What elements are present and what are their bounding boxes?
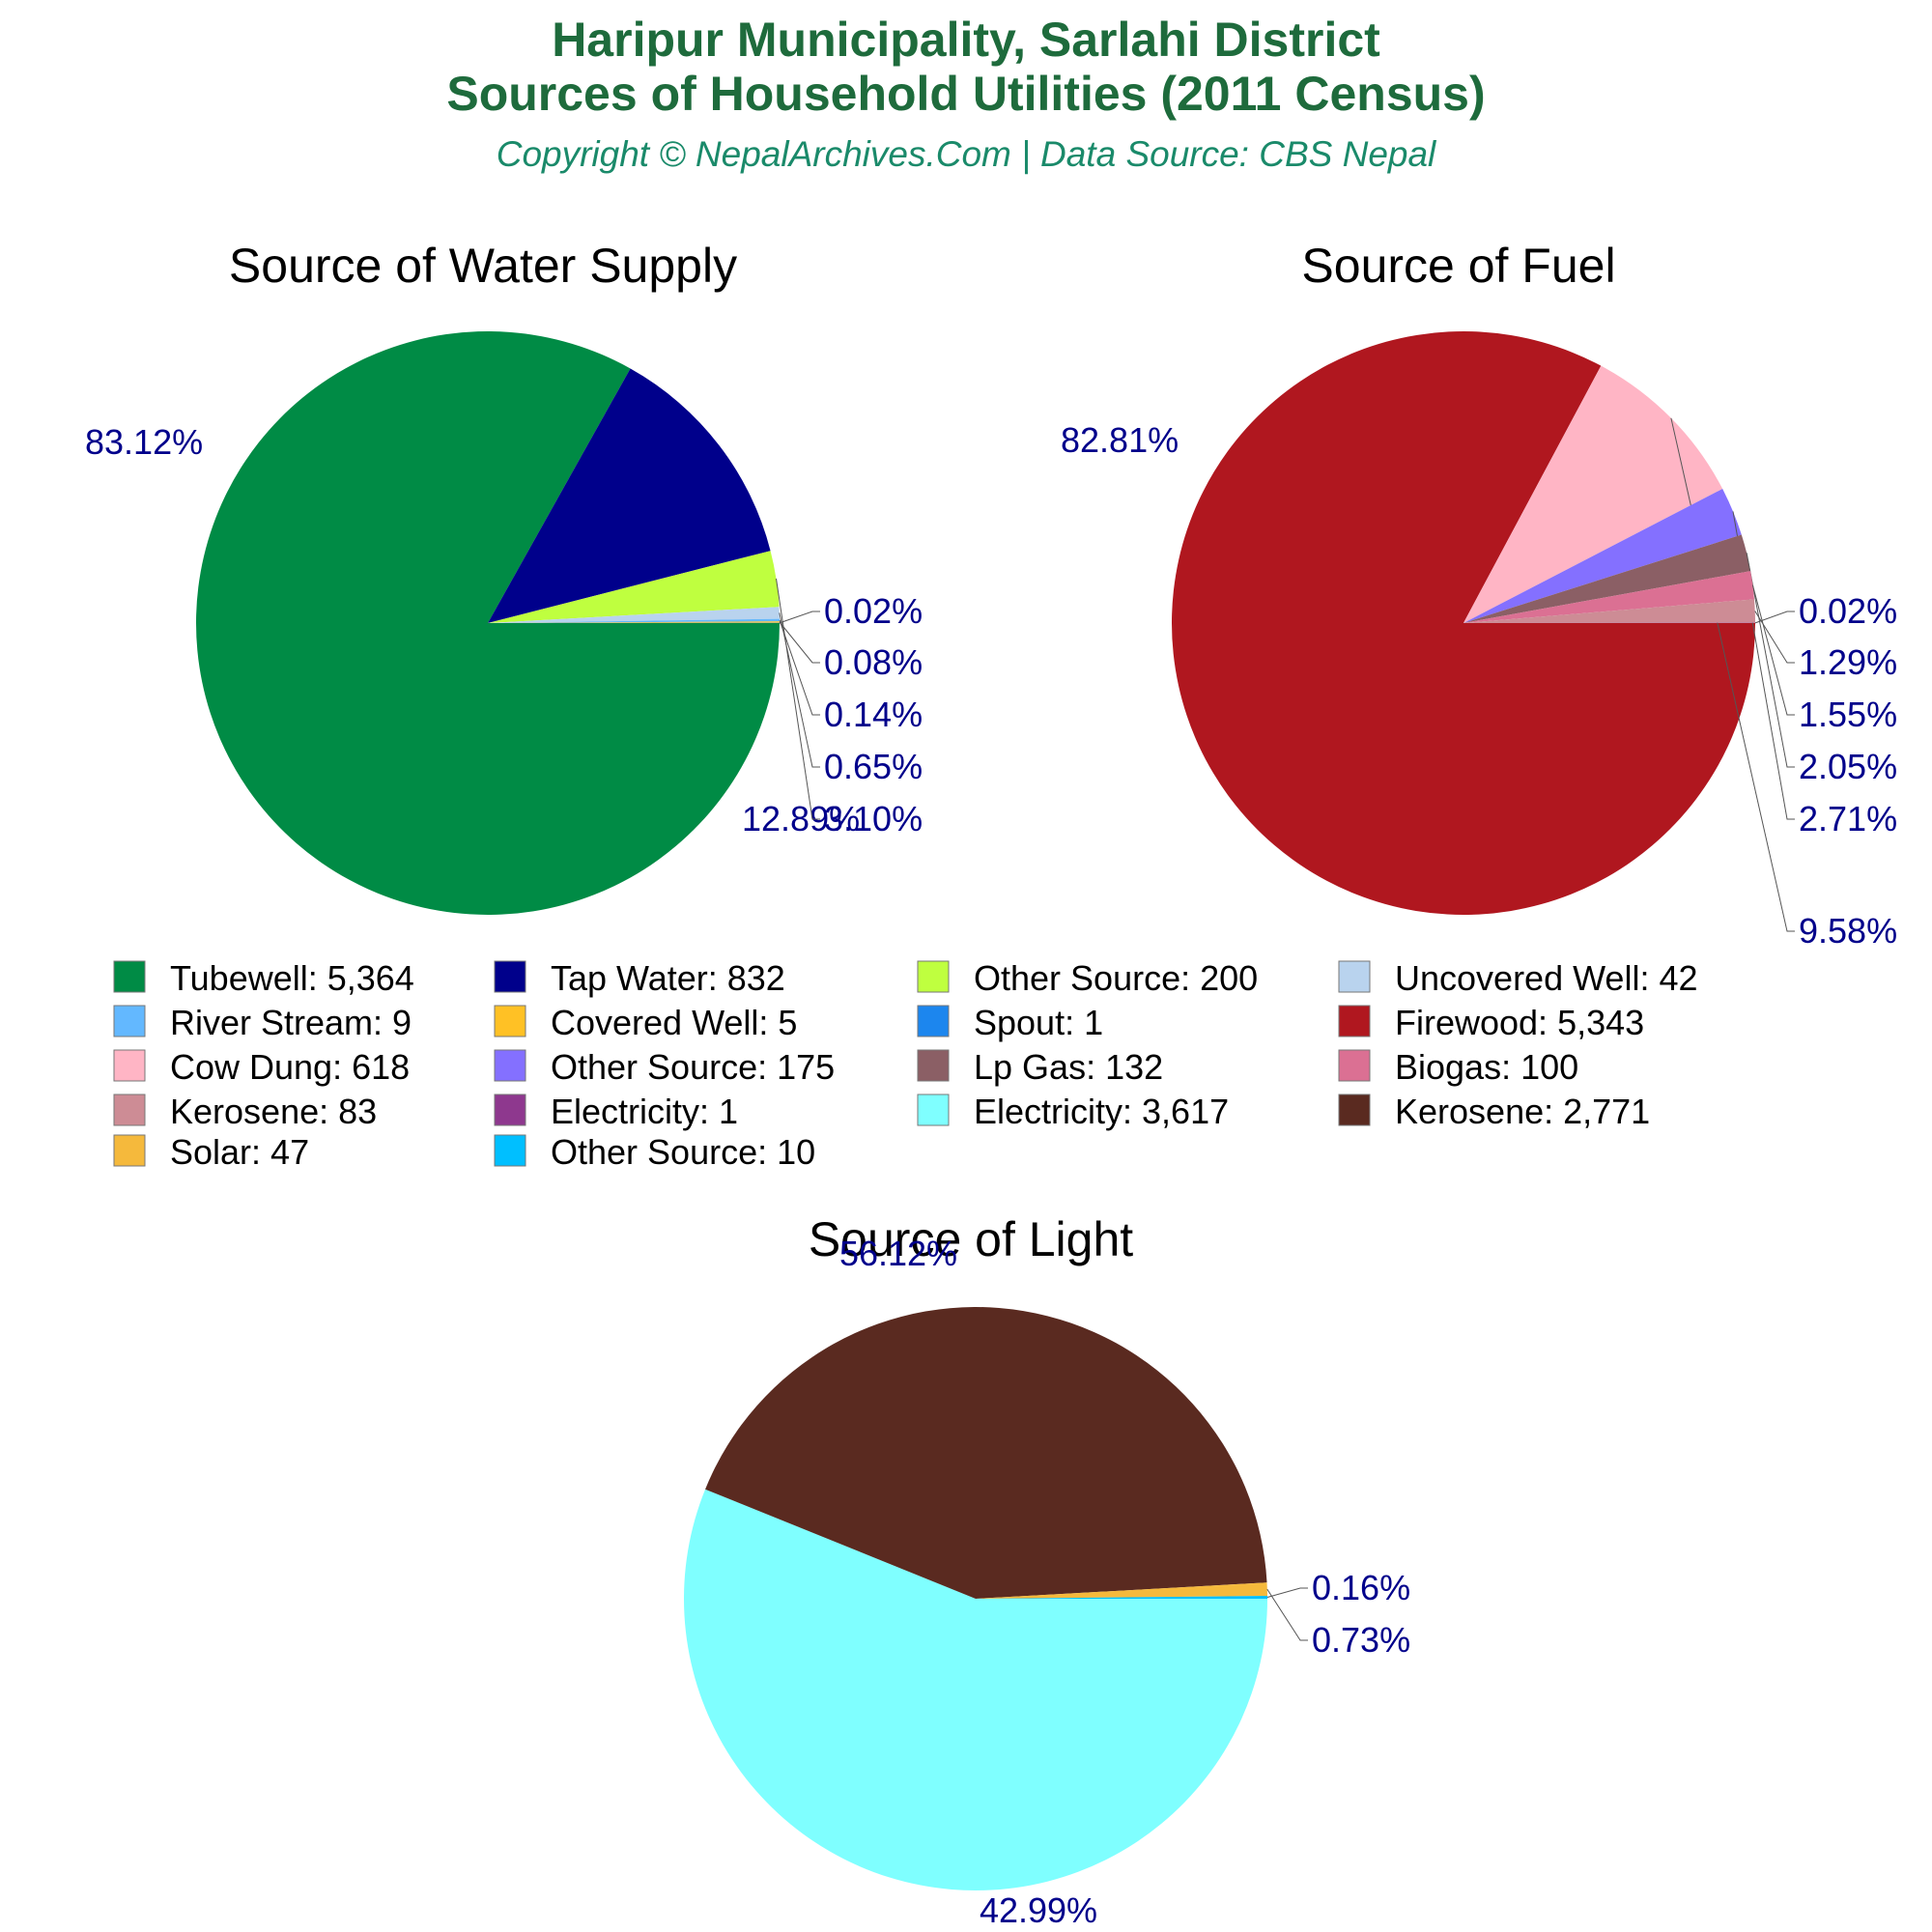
legend-swatch-12 [113, 1094, 146, 1126]
light-slice-solar [976, 1582, 1267, 1599]
fuel-callout-line-kerosene [1754, 611, 1795, 664]
legend-swatch-6 [917, 1005, 950, 1037]
light-pie-title: Source of Light [809, 1212, 1133, 1266]
water-pct-label-covered-well: 0.08% [824, 642, 923, 682]
fuel-slice-cow-dung [1463, 365, 1723, 623]
water-supply-pie: 83.12% 12.89%3.10% 0.65% 0.14% 0.08% 0.02% [85, 331, 923, 916]
water-callout-line-river-stream [779, 619, 820, 716]
legend-item-1: Tap Water: 832 [551, 958, 785, 998]
legend-swatch-4 [113, 1005, 146, 1037]
legend-swatch-13 [494, 1094, 526, 1126]
legend-item-10: Lp Gas: 132 [974, 1047, 1163, 1087]
legend-swatch-17 [494, 1134, 526, 1167]
legend-item-16: Solar: 47 [170, 1132, 309, 1172]
legend-swatch-5 [494, 1005, 526, 1037]
fuel-slice-biogas [1463, 571, 1754, 623]
fuel-pct-label-other-source: 2.71% [1799, 799, 1897, 838]
legend-swatch-11 [1338, 1049, 1371, 1082]
legend-swatch-0 [113, 960, 146, 993]
legend-swatch-7 [1338, 1005, 1371, 1037]
legend-swatch-8 [113, 1049, 146, 1082]
legend-item-8: Cow Dung: 618 [170, 1047, 410, 1087]
water-slice-uncovered-well [488, 607, 780, 623]
light-pct-label-solar: 0.73% [1312, 1620, 1410, 1660]
light-pct-label-electricity: 56.12% [839, 1234, 957, 1273]
water-slice-tap-water [488, 368, 771, 623]
chart-title-line2: Sources of Household Utilities (2011 Cen… [446, 67, 1485, 121]
fuel-slice-kerosene [1463, 599, 1755, 623]
legend-item-7: Firewood: 5,343 [1395, 1003, 1644, 1042]
fuel-slice-firewood [1171, 330, 1755, 915]
legend-swatch-14 [917, 1094, 950, 1126]
water-pct-label-spout: 0.02% [824, 591, 923, 631]
water-pct-label-uncovered-well: 0.65% [824, 747, 923, 786]
legend-item-14: Electricity: 3,617 [974, 1092, 1229, 1131]
legend-item-6: Spout: 1 [974, 1003, 1103, 1042]
legend-swatch-2 [917, 960, 950, 993]
fuel-pct-label-firewood: 82.81% [1061, 420, 1179, 460]
legend-item-2: Other Source: 200 [974, 958, 1258, 998]
legend-swatch-9 [494, 1049, 526, 1082]
legend-item-13: Electricity: 1 [551, 1092, 738, 1131]
legend-item-17: Other Source: 10 [551, 1132, 815, 1172]
water-pct-label-river-stream: 0.14% [824, 695, 923, 734]
fuel-pie: 82.81% 9.58% 2.71% 2.05% 1.55% 1.29% 0.02% [1061, 330, 1897, 951]
water-slice-other-source [488, 551, 780, 623]
legend-swatch-3 [1338, 960, 1371, 993]
water-slice-covered-well [488, 621, 780, 623]
legend: Tubewell: 5,364 Tap Water: 832 Other Sourc… [113, 958, 1698, 1172]
fuel-callout-line-lp-gas [1746, 553, 1795, 768]
fuel-pct-label-kerosene: 1.29% [1799, 642, 1897, 682]
fuel-pct-label-lp-gas: 2.05% [1799, 747, 1897, 786]
legend-item-3: Uncovered Well: 42 [1395, 958, 1698, 998]
chart-title-line1: Haripur Municipality, Sarlahi District [552, 13, 1380, 67]
legend-item-12: Kerosene: 83 [170, 1092, 377, 1131]
water-callout-line-other-source [776, 578, 820, 820]
light-slice-other-source [976, 1596, 1268, 1599]
fuel-callout-line-biogas [1751, 584, 1795, 716]
light-pct-label-other-source: 0.16% [1312, 1568, 1410, 1607]
legend-item-9: Other Source: 175 [551, 1047, 835, 1087]
legend-swatch-10 [917, 1049, 950, 1082]
water-callout-line-covered-well [779, 621, 820, 664]
fuel-slice-lp-gas [1463, 534, 1751, 623]
legend-item-4: River Stream: 9 [170, 1003, 412, 1042]
legend-item-5: Covered Well: 5 [551, 1003, 797, 1042]
water-callout-line-uncovered-well [779, 612, 820, 768]
fuel-pct-label-electricity: 0.02% [1799, 591, 1897, 631]
water-slice-tubewell [195, 331, 780, 916]
light-pie: 56.12% 42.99% 0.73% 0.16% [684, 1234, 1410, 1930]
light-callout-line-other-source [1266, 1587, 1308, 1598]
legend-item-11: Biogas: 100 [1395, 1047, 1578, 1087]
legend-swatch-1 [494, 960, 526, 993]
chart-subtitle: Copyright © NepalArchives.Com | Data Sou… [497, 134, 1437, 174]
legend-swatch-15 [1338, 1094, 1371, 1126]
water-pct-label-tap-water: 12.89% [742, 799, 860, 838]
fuel-pct-label-cow-dung: 9.58% [1799, 911, 1897, 951]
water-pct-label-tubewell: 83.12% [85, 422, 203, 462]
light-slice-electricity [684, 1489, 1267, 1890]
water-slice-river-stream [488, 618, 780, 623]
light-pct-label-kerosene: 42.99% [980, 1890, 1097, 1930]
fuel-pct-label-biogas: 1.55% [1799, 695, 1897, 734]
water-pct-label-other-source: 3.10% [824, 799, 923, 838]
water-pie-title: Source of Water Supply [229, 239, 737, 293]
light-slice-kerosene [705, 1307, 1267, 1599]
legend-item-15: Kerosene: 2,771 [1395, 1092, 1650, 1131]
fuel-pie-title: Source of Fuel [1301, 239, 1615, 293]
fuel-slice-other-source [1463, 489, 1742, 623]
light-callout-line-solar [1266, 1588, 1308, 1641]
legend-swatch-16 [113, 1134, 146, 1167]
water-callout-line-spout [779, 611, 820, 624]
legend-item-0: Tubewell: 5,364 [170, 958, 414, 998]
fuel-callout-line-electricity [1754, 611, 1795, 624]
